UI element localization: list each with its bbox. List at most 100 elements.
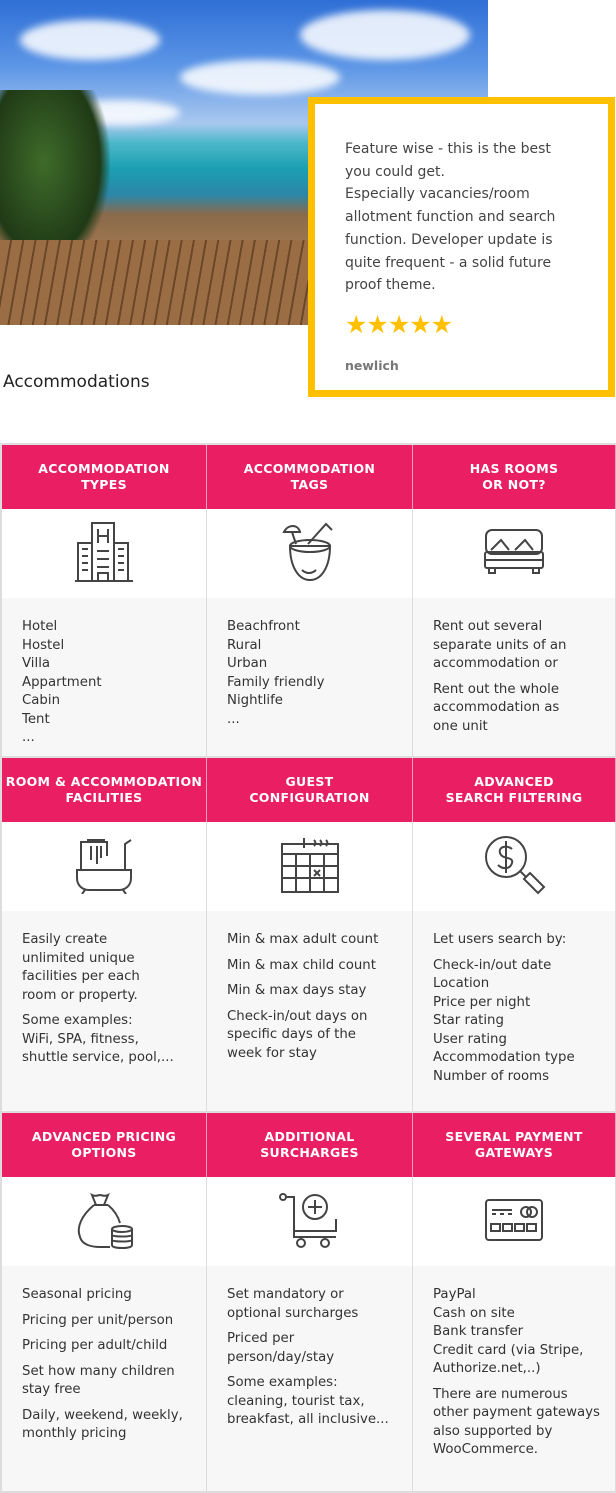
row-divider (0, 756, 616, 758)
feature-header: ACCOMMODATION TAGS (207, 445, 413, 509)
feature-title-line: SEARCH FILTERING (445, 790, 583, 805)
feature-title-line: GUEST (285, 774, 334, 789)
feature-text-line: one unit (433, 718, 488, 734)
feature-text-line: Check-in/out days on (227, 1008, 368, 1024)
feature-text-line: stay free (22, 1382, 81, 1397)
feature-text-line: other payment gateways (433, 1405, 600, 1420)
feature-description: Min & max adult count Min & max child cou… (207, 911, 413, 1111)
feature-title-line: GATEWAYS (474, 1145, 554, 1160)
feature-text-line: Credit card (via Stripe, (433, 1342, 584, 1358)
feature-text-line: Pricing per adult/child (22, 1338, 168, 1353)
feature-text-line: Easily create (22, 932, 108, 947)
feature-text-line: also supported by (433, 1423, 553, 1439)
feature-text-line: Set how many children (22, 1363, 175, 1379)
feature-text-line: Some examples: (227, 1375, 338, 1390)
feature-text-line: Authorize.net,..) (433, 1361, 541, 1376)
feature-text-line: WiFi, SPA, fitness, (22, 1031, 139, 1047)
feature-header: HAS ROOMS OR NOT? (413, 445, 616, 509)
feature-text-line: Appartment (22, 674, 102, 690)
feature-description: PayPal Cash on site Bank transfer Credit ca… (413, 1266, 616, 1491)
feature-title-line: ADVANCED PRICING (31, 1129, 177, 1144)
feature-text-line: Family friendly (227, 674, 325, 690)
feature-text-line: cleaning, tourist tax, (227, 1393, 365, 1409)
feature-text-line: WooCommerce. (433, 1442, 539, 1457)
feature-description: Hotel Hostel Villa Appartment Cabin Tent... (2, 598, 207, 756)
feature-title-line: ROOM & ACCOMMODATION (5, 774, 203, 789)
feature-text-line: person/day/stay (227, 1349, 335, 1365)
cart-plus-icon (278, 1191, 341, 1253)
feature-text-line: breakfast, all inclusive... (227, 1412, 389, 1427)
feature-text-line: Set mandatory or (227, 1287, 344, 1302)
feature-text-line: facilities per each (22, 969, 140, 984)
feature-text-line: Star rating (433, 1013, 504, 1028)
testimonial-line: allotment function and search (345, 209, 556, 226)
feature-text-line: accommodation as (433, 700, 560, 715)
feature-header: ADVANCED PRICING OPTIONS (2, 1113, 207, 1177)
feature-text-line: Seasonal pricing (22, 1287, 132, 1302)
feature-text-line: shuttle service, pool,... (22, 1050, 174, 1065)
testimonial-author: newlich (345, 357, 399, 373)
feature-text-line: Rural (227, 637, 262, 653)
feature-text-line: Accommodation type (433, 1050, 575, 1065)
credit-card-icon (484, 1198, 544, 1246)
feature-text-line: Price per night (433, 994, 531, 1010)
feature-title-line: CONFIGURATION (249, 790, 370, 805)
feature-title-line: TAGS (290, 477, 329, 492)
feature-text-line: monthly pricing (22, 1426, 127, 1441)
row-divider (0, 1111, 616, 1113)
feature-header: ADDITIONAL SURCHARGES (207, 1113, 413, 1177)
dollar-search-icon (482, 833, 546, 901)
testimonial-line: quite frequent - a solid future (345, 254, 552, 271)
testimonial-line: proof theme. (345, 277, 436, 294)
feature-title-line: SURCHARGES (260, 1145, 359, 1160)
feature-text-line: Number of rooms (433, 1068, 550, 1084)
feature-text-line: separate units of an (433, 637, 567, 653)
feature-description: Beachfront Rural Urban Family friendly Night… (207, 598, 413, 756)
feature-text-line: ... (22, 730, 35, 745)
feature-text-line: PayPal (433, 1287, 476, 1302)
feature-text-line: Pricing per unit/person (22, 1312, 174, 1328)
feature-text-line: Some examples: (22, 1013, 133, 1028)
feature-title-line: TYPES (81, 477, 127, 492)
feature-description: Seasonal pricing Pricing per unit/person P… (2, 1266, 207, 1491)
feature-text-line: Urban (227, 656, 268, 671)
feature-text-line: Nightlife (227, 693, 283, 708)
feature-description: Set mandatory or optional surcharges Price… (207, 1266, 413, 1491)
feature-text-line: accommodation or (433, 656, 558, 671)
feature-title-line: OPTIONS (71, 1145, 137, 1160)
testimonial-line: function. Developer update is (345, 231, 553, 248)
feature-title-line: OR NOT? (482, 477, 546, 492)
feature-text-line: Villa (22, 656, 51, 671)
testimonial-text: Feature wise - this is the best you could… (345, 138, 585, 297)
hotel-building-icon (74, 521, 134, 587)
feature-text-line: Hotel (22, 619, 58, 634)
testimonial-line: Especially vacancies/room (345, 186, 530, 203)
feature-text-line: Min & max adult count (227, 932, 379, 947)
feature-text-line: There are numerous (433, 1386, 568, 1402)
feature-header: ACCOMMODATION TYPES (2, 445, 207, 509)
bed-icon (483, 528, 545, 580)
feature-title-line: HAS ROOMS (469, 461, 559, 476)
features-grid: ACCOMMODATION TYPES ACCOMMODATION TAGS HAS R… (0, 443, 616, 1493)
feature-text-line: Location (433, 976, 490, 991)
feature-text-line: User rating (433, 1031, 507, 1047)
feature-text-line: Min & max child count (227, 957, 376, 973)
feature-description: Let users search by: Check-in/out date Loc… (413, 911, 616, 1111)
feature-title-line: FACILITIES (65, 790, 143, 805)
feature-text-line: Priced per (227, 1331, 295, 1346)
feature-header: ROOM & ACCOMMODATION FACILITIES (2, 758, 207, 822)
feature-text-line: Daily, weekend, weekly, (22, 1407, 183, 1423)
bathtub-icon (73, 836, 135, 898)
feature-title-line: ADDITIONAL (264, 1129, 355, 1144)
feature-text-line: specific days of the (227, 1027, 356, 1042)
feature-title-line: ADVANCED (474, 774, 554, 789)
feature-text-line: Rent out several (433, 619, 543, 634)
testimonial-line: Feature wise - this is the best (345, 141, 551, 157)
feature-text-line: Hostel (22, 637, 65, 653)
feature-text-line: Check-in/out date (433, 957, 552, 973)
feature-text-line: optional surcharges (227, 1305, 359, 1321)
feature-header: SEVERAL PAYMENT GATEWAYS (413, 1113, 616, 1177)
section-title: Accommodations (3, 372, 150, 392)
feature-description: Rent out several separate units of an acco… (413, 598, 616, 756)
money-bag-icon (72, 1189, 136, 1255)
